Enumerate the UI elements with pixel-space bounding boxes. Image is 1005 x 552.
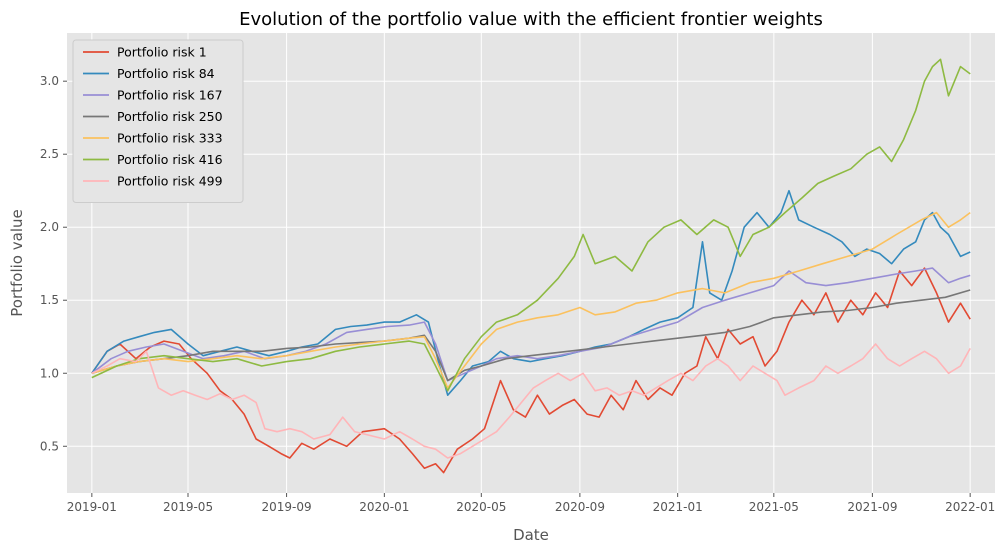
legend: Portfolio risk 1 Portfolio risk 84 Portfol… xyxy=(72,39,244,203)
legend-label: Portfolio risk 167 xyxy=(117,88,223,103)
y-tick-label: 2.5 xyxy=(40,147,59,161)
y-tick-label: 3.0 xyxy=(40,74,59,88)
legend-label: Portfolio risk 416 xyxy=(117,152,223,167)
legend-label: Portfolio risk 84 xyxy=(117,66,215,81)
x-tick-label: 2020-01 xyxy=(359,500,409,514)
y-tick-label: 2.0 xyxy=(40,220,59,234)
x-tick-label: 2019-09 xyxy=(262,500,312,514)
y-tick-label: 0.5 xyxy=(40,439,59,453)
series-lines xyxy=(91,58,971,474)
y-tick-label: 1.0 xyxy=(40,366,59,380)
x-axis-label: Date xyxy=(513,526,549,544)
y-tick-label: 1.5 xyxy=(40,293,59,307)
x-tick-label: 2021-09 xyxy=(847,500,897,514)
series-line-1 xyxy=(91,267,971,474)
x-tick-label: 2021-05 xyxy=(749,500,799,514)
y-axis-ticks: 0.5 1.0 1.5 2.0 2.5 3.0 xyxy=(40,74,67,453)
x-axis-ticks: 2019-01 2019-05 2019-09 2020-01 2020-05 2020-… xyxy=(67,493,995,514)
x-tick-label: 2022-01 xyxy=(945,500,995,514)
x-tick-label: 2019-05 xyxy=(163,500,213,514)
legend-label: Portfolio risk 499 xyxy=(117,174,223,189)
legend-label: Portfolio risk 250 xyxy=(117,109,223,124)
x-tick-label: 2021-01 xyxy=(653,500,703,514)
series-line-6 xyxy=(91,58,971,392)
x-tick-label: 2020-05 xyxy=(456,500,506,514)
legend-box xyxy=(72,39,244,203)
x-tick-label: 2020-09 xyxy=(555,500,605,514)
series-line-5 xyxy=(91,211,971,389)
chart-title: Evolution of the portfolio value with th… xyxy=(239,9,823,30)
series-line-3 xyxy=(91,267,971,382)
legend-label: Portfolio risk 333 xyxy=(117,131,223,146)
legend-label: Portfolio risk 1 xyxy=(117,45,207,60)
series-line-7 xyxy=(91,343,971,459)
series-line-4 xyxy=(91,289,971,382)
y-axis-label: Portfolio value xyxy=(8,209,26,316)
x-tick-label: 2019-01 xyxy=(67,500,117,514)
